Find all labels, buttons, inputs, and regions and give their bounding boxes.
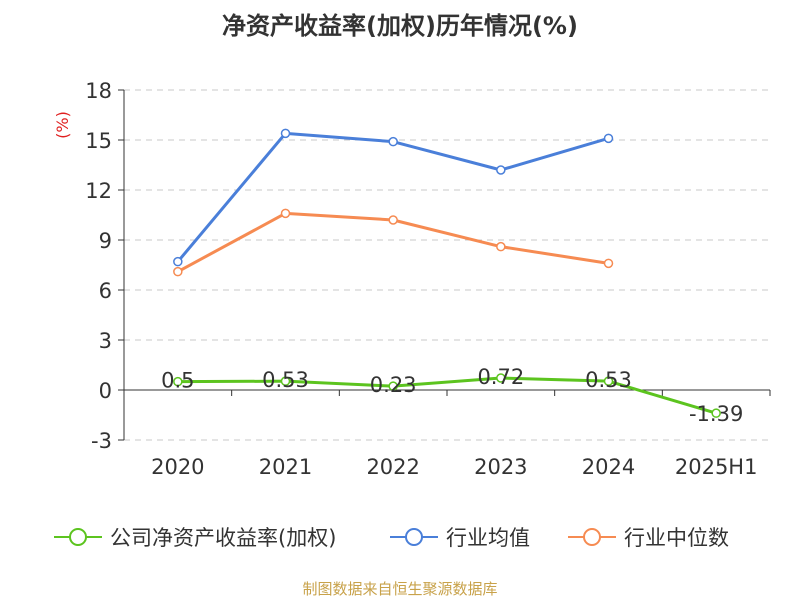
data-point	[173, 256, 183, 267]
data-point	[388, 381, 398, 391]
data-label: 0.23	[370, 373, 417, 397]
data-point	[496, 241, 506, 252]
data-label: 0.5	[161, 369, 194, 393]
data-label: 0.53	[585, 368, 632, 392]
legend-label-company: 公司净资产收益率(加权)	[110, 526, 337, 550]
legend-item-industry-median[interactable]: 行业中位数	[568, 520, 729, 554]
x-tick-label: 2023	[474, 455, 527, 479]
data-point	[603, 258, 614, 269]
x-tick-label: 2022	[366, 455, 419, 479]
y-tick-label: 12	[85, 179, 112, 203]
x-tick-label: 2024	[582, 455, 635, 479]
x-tick-label: 2020	[151, 455, 204, 479]
data-label: -1.39	[689, 402, 743, 426]
y-tick-label: 15	[85, 129, 112, 153]
data-point	[173, 266, 183, 277]
data-point	[173, 376, 183, 387]
legend-item-industry-average[interactable]: 行业均值	[390, 520, 530, 554]
y-tick-label: 9	[99, 229, 112, 253]
data-point	[603, 133, 614, 144]
legend-marker-industry-median	[568, 528, 616, 546]
y-axis-label: (%)	[53, 111, 72, 139]
data-point	[711, 408, 721, 418]
data-point	[280, 208, 291, 219]
axis-layer: -3 0 3 6 9 12 15 18 2020 2021 2022 2023 2024 2025H1 (%…	[53, 79, 771, 479]
x-tick-label: 2025H1	[675, 455, 758, 479]
legend-label-industry-average: 行业均值	[446, 526, 530, 550]
y-tick-label: 0	[99, 379, 112, 403]
y-tick-label: 3	[99, 329, 112, 353]
data-point	[280, 376, 291, 386]
source-note: 制图数据来自恒生聚源数据库	[302, 580, 498, 598]
series-line-1	[176, 131, 609, 263]
legend-item-company[interactable]: 公司净资产收益率(加权)	[54, 520, 336, 554]
y-tick-label: 18	[85, 79, 112, 103]
y-tick-label: 6	[99, 279, 112, 303]
y-tick-label: -3	[91, 429, 112, 453]
data-point	[388, 215, 398, 225]
data-point	[496, 165, 506, 175]
data-label: 0.53	[262, 368, 309, 392]
legend: 公司净资产收益率(加权) 行业均值 行业中位数	[0, 520, 800, 554]
data-label: 0.72	[477, 365, 524, 389]
series-line-0	[177, 376, 717, 415]
data-point	[496, 373, 506, 383]
legend-label-industry-median: 行业中位数	[624, 526, 729, 550]
data-point	[388, 136, 398, 147]
series-layer	[173, 128, 721, 418]
chart-title: 净资产收益率(加权)历年情况(%)	[222, 12, 578, 40]
data-point	[603, 376, 614, 386]
data-point	[280, 128, 291, 139]
grid-layer	[124, 89, 770, 441]
x-tick-label: 2021	[259, 455, 312, 479]
legend-marker-industry-average	[390, 528, 438, 546]
legend-marker-company	[54, 528, 102, 546]
label-layer: 0.5 0.53 0.23 0.72 0.53 -1.39	[161, 365, 743, 426]
